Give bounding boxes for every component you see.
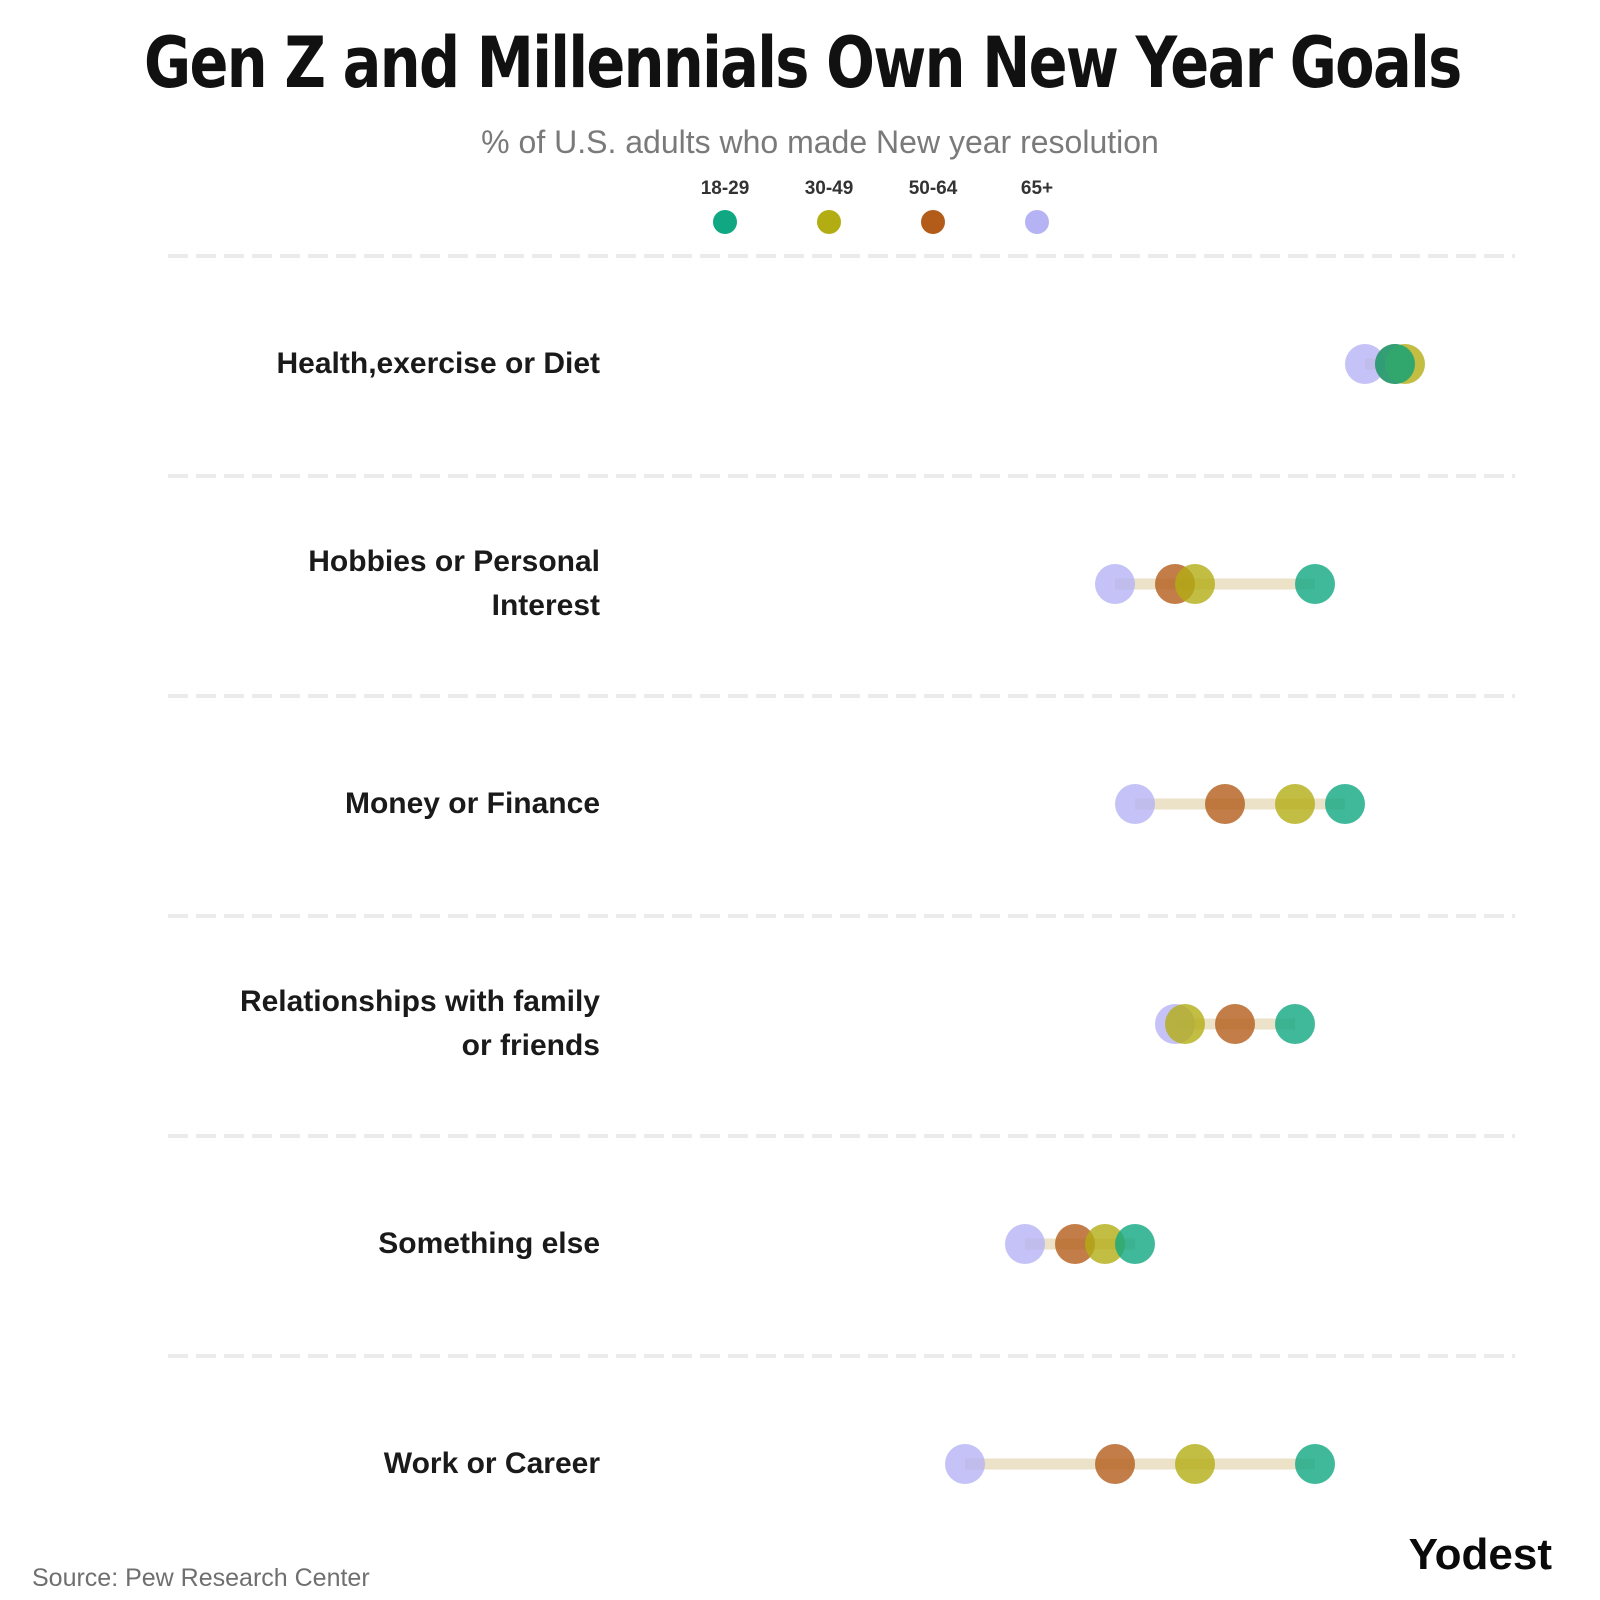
category-label: Relationships with family or friends [80, 980, 600, 1068]
brand-logo: Yodest [1408, 1530, 1552, 1579]
category-label: Health,exercise or Diet [80, 342, 600, 386]
category-label-line: Health,exercise or Diet [276, 347, 600, 380]
data-point-65+ [1115, 784, 1155, 824]
data-point-30-49 [1175, 564, 1215, 604]
legend-item: 65+ [992, 176, 1082, 234]
data-point-18-29 [1375, 344, 1415, 384]
data-point-30-49 [1275, 784, 1315, 824]
category-label-line: Money or Finance [344, 787, 600, 820]
data-point-50-64 [1095, 1444, 1135, 1484]
data-point-30-49 [1175, 1444, 1215, 1484]
legend-label: 65+ [1020, 178, 1054, 199]
category-label: Money or Finance [80, 782, 600, 826]
data-point-65+ [1095, 564, 1135, 604]
category-label-line: or friends [461, 1029, 600, 1062]
legend-label: 18-29 [700, 178, 750, 199]
source-note: Source: Pew Research Center [32, 1564, 370, 1592]
data-point-18-29 [1275, 1004, 1315, 1044]
data-point-18-29 [1295, 1444, 1335, 1484]
data-point-50-64 [1055, 1224, 1095, 1264]
legend-label: 50-64 [908, 178, 958, 199]
legend-swatch [921, 210, 945, 234]
data-point-65+ [945, 1444, 985, 1484]
data-point-18-29 [1325, 784, 1365, 824]
category-label-line: Relationships with family [239, 985, 600, 1018]
legend-item: 50-64 [888, 176, 978, 234]
data-point-18-29 [1115, 1224, 1155, 1264]
legend-swatch [713, 210, 737, 234]
category-label: Hobbies or Personal Interest [80, 540, 600, 628]
data-point-18-29 [1295, 564, 1335, 604]
legend-swatch [1025, 210, 1049, 234]
category-label-line: Hobbies or Personal [308, 545, 600, 578]
chart-subtitle: % of U.S. adults who made New year resol… [481, 124, 1159, 160]
legend-label: 30-49 [804, 178, 854, 199]
legend-swatch [817, 210, 841, 234]
data-point-65+ [1345, 344, 1385, 384]
category-label-line: Something else [378, 1227, 600, 1260]
legend-item: 18-29 [680, 176, 770, 234]
category-label: Work or Career [80, 1442, 600, 1486]
category-label-line: Interest [491, 589, 600, 622]
data-point-65+ [1005, 1224, 1045, 1264]
category-label-line: Work or Career [383, 1447, 600, 1480]
legend-item: 30-49 [784, 176, 874, 234]
data-point-30-49 [1165, 1004, 1205, 1044]
data-point-30-49 [1085, 1224, 1125, 1264]
data-point-50-64 [1215, 1004, 1255, 1044]
chart-title: Gen Z and Millennials Own New Year Goals [144, 22, 1462, 104]
data-point-50-64 [1205, 784, 1245, 824]
category-label: Something else [80, 1222, 600, 1266]
legend: 18-29 30-49 50-64 65+ [0, 176, 1600, 246]
